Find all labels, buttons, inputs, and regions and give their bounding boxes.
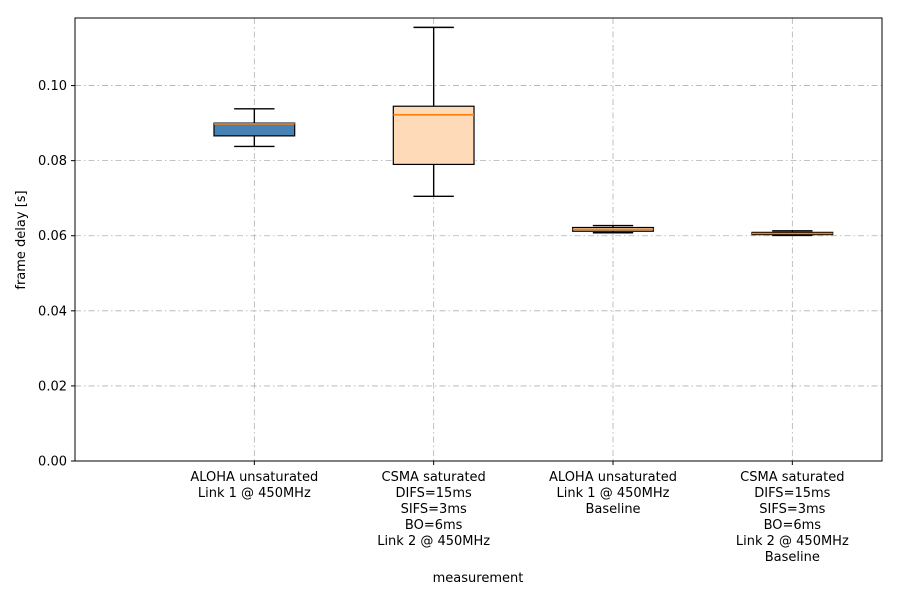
iqr-box <box>392 105 475 166</box>
x-tick-label-line: ALOHA unsaturated <box>549 470 677 485</box>
box-2 <box>392 26 475 198</box>
x-tick-label: CSMA saturated DIFS=15ms SIFS=3ms BO=6ms Lin… <box>377 470 490 549</box>
y-axis-label: frame delay [s] <box>14 190 29 289</box>
box-series <box>213 26 834 237</box>
x-tick-label-line: BO=6ms <box>405 518 463 533</box>
grid-lines <box>75 18 882 462</box>
box-4 <box>751 230 834 237</box>
x-tick-label-line: Baseline <box>585 502 640 517</box>
x-tick-label-line: SIFS=3ms <box>401 502 467 517</box>
iqr-box <box>213 122 296 137</box>
x-tick-label: CSMA saturated DIFS=15ms SIFS=3ms BO=6ms Lin… <box>736 470 849 565</box>
plot-area-frame <box>74 17 883 462</box>
x-tick-label-line: Baseline <box>765 550 820 565</box>
x-tick-label-line: Link 2 @ 450MHz <box>377 534 490 549</box>
x-tick-label-line: Link 1 @ 450MHz <box>557 486 670 501</box>
x-tick-label-line: DIFS=15ms <box>754 486 830 501</box>
box-1 <box>213 108 296 148</box>
y-axis: 0.00 0.02 0.04 0.06 0.08 0.10 <box>38 79 75 470</box>
x-tick-label-line: CSMA saturated <box>740 470 844 485</box>
x-tick-label-line: CSMA saturated <box>382 470 486 485</box>
x-tick-label: ALOHA unsaturated Link 1 @ 450MHz <box>190 470 318 501</box>
x-tick-label-line: ALOHA unsaturated <box>190 470 318 485</box>
x-tick-label-line: BO=6ms <box>764 518 822 533</box>
x-tick-label: ALOHA unsaturated Link 1 @ 450MHz Baseline <box>549 470 677 517</box>
x-tick-label-line: Link 2 @ 450MHz <box>736 534 849 549</box>
y-tick-label: 0.04 <box>38 304 67 319</box>
y-tick-label: 0.02 <box>38 379 67 394</box>
y-tick-label: 0.08 <box>38 154 67 169</box>
y-tick-label: 0.10 <box>38 79 67 94</box>
y-tick-label: 0.06 <box>38 229 67 244</box>
x-axis-label: measurement <box>433 571 524 586</box>
box-3 <box>572 224 654 234</box>
x-tick-label-line: Link 1 @ 450MHz <box>198 486 311 501</box>
x-tick-label-line: SIFS=3ms <box>759 502 825 517</box>
y-tick-label: 0.00 <box>38 455 67 470</box>
x-tick-label-line: DIFS=15ms <box>396 486 472 501</box>
